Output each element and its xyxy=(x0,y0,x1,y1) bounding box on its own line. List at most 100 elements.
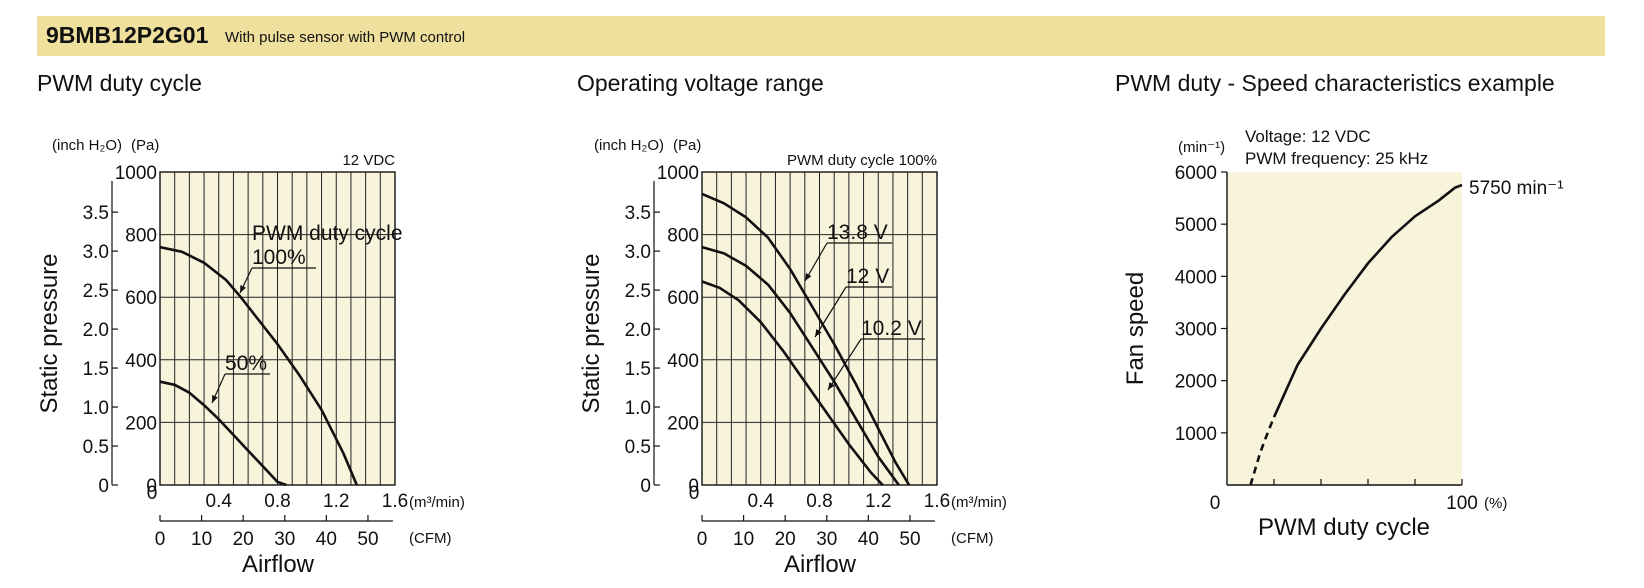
chart2-inch-tick-label: 3.0 xyxy=(625,242,651,263)
chart2-title: Operating voltage range xyxy=(577,70,824,96)
chart1-x-axis-title: Airflow xyxy=(242,551,315,578)
chart2-x-unit-secondary: (CFM) xyxy=(951,530,993,547)
chart1-x-tick-label: 1.2 xyxy=(323,491,349,512)
chart2-x-tick-label: 1.6 xyxy=(924,491,950,512)
chart3-y-unit: (min⁻¹) xyxy=(1178,139,1225,156)
chart2-inch-tick-label: 2.5 xyxy=(625,281,651,302)
chart1-y-tick-label: 800 xyxy=(125,226,157,247)
chart2-y-tick-label: 200 xyxy=(667,413,699,434)
chart2-x-zero-label: 0 xyxy=(689,483,700,504)
chart2-label2-arrowhead xyxy=(815,329,822,337)
chart3-y-tick-label: 6000 xyxy=(1175,163,1217,184)
chart2-cfm-tick-label: 50 xyxy=(899,529,920,550)
chart2-y-tick-label: 800 xyxy=(667,226,699,247)
chart2-condition-label: PWM duty cycle 100% xyxy=(787,152,937,169)
chart3-x-axis-title: PWM duty cycle xyxy=(1258,514,1430,541)
chart2-series-label-2: 12 V xyxy=(846,265,889,288)
chart1-inch-tick-label: 0.5 xyxy=(83,437,109,458)
chart1-cfm-tick-label: 50 xyxy=(357,529,378,550)
chart1-cfm-tick-label: 10 xyxy=(191,529,212,550)
chart1-x-tick-label: 1.6 xyxy=(382,491,408,512)
chart2-label3-leader xyxy=(827,338,862,391)
chart2-y-unit-secondary: (inch H₂O) xyxy=(594,137,664,154)
chart2-inch-tick-label: 2.0 xyxy=(625,320,651,341)
chart1-series-line-1 xyxy=(159,245,358,486)
chart1-x-tick-label: 0.4 xyxy=(206,491,233,512)
chart1-y-tick-label: 400 xyxy=(125,351,157,372)
chart1-y-axis-title: Static pressure xyxy=(36,253,63,413)
chart1-y-tick-label: 200 xyxy=(125,413,157,434)
chart3-y-tick-label: 3000 xyxy=(1175,320,1217,341)
chart1-condition-label: 12 VDC xyxy=(342,152,395,169)
chart3-x-unit: (%) xyxy=(1484,495,1507,512)
chart3-title: PWM duty - Speed characteristics example xyxy=(1115,70,1555,96)
chart2-inch-tick-label: 0.5 xyxy=(625,437,651,458)
chart2-series-line-1 xyxy=(701,192,911,486)
chart2-inch-tick-label: 0 xyxy=(640,476,651,497)
chart3-y-tick-label: 2000 xyxy=(1175,372,1217,393)
chart1-x-zero-label: 0 xyxy=(147,483,158,504)
chart2-label2-leader xyxy=(814,286,847,338)
chart3-voltage-note: Voltage: 12 VDC xyxy=(1245,127,1371,146)
header-banner: 9BMB12P2G01 With pulse sensor with PWM c… xyxy=(37,16,1605,56)
chart2-series-line-2 xyxy=(701,245,900,486)
chart3-y-axis-title: Fan speed xyxy=(1122,272,1149,385)
chart1-y-tick-label: 600 xyxy=(125,288,157,309)
chart2-x-tick-label: 1.2 xyxy=(865,491,891,512)
chart1-inch-tick-label: 3.5 xyxy=(83,203,109,224)
chart1-y-tick-label: 0 xyxy=(146,476,157,497)
chart3-y-tick-label: 5000 xyxy=(1175,215,1217,236)
chart3-x-tick-label: 0 xyxy=(1210,493,1221,514)
chart1-inch-tick-label: 1.5 xyxy=(83,359,109,380)
chart1-series-label-2: 50% xyxy=(225,352,267,375)
chart3-max-speed-annotation: 5750 min⁻¹ xyxy=(1469,178,1564,199)
chart2-label3-arrowhead xyxy=(828,382,835,390)
chart2-x-tick-label: 0.8 xyxy=(806,491,832,512)
chart2-cfm-tick-label: 20 xyxy=(775,529,796,550)
chart1-label2-arrowhead xyxy=(212,395,218,403)
chart3-plot-area xyxy=(1227,172,1462,485)
chart2-x-tick-label: 0.4 xyxy=(748,491,775,512)
chart2-cfm-tick-label: 0 xyxy=(697,529,708,550)
chart1-inch-tick-label: 3.0 xyxy=(83,242,109,263)
chart1-series-label-prefix: PWM duty cycle xyxy=(252,222,403,245)
chart1-cfm-tick-label: 20 xyxy=(233,529,254,550)
chart2-inch-tick-label: 1.0 xyxy=(625,398,651,419)
chart1-y-tick-label: 1000 xyxy=(115,163,157,184)
chart3-y-tick-label: 4000 xyxy=(1175,267,1217,288)
chart1-x-unit-primary: (m³/min) xyxy=(409,494,465,511)
chart1-inch-tick-label: 0 xyxy=(98,476,109,497)
model-description: With pulse sensor with PWM control xyxy=(225,29,466,46)
chart2-y-tick-label: 400 xyxy=(667,351,699,372)
chart2-inch-tick-label: 3.5 xyxy=(625,203,651,224)
chart3-frequency-note: PWM frequency: 25 kHz xyxy=(1245,149,1428,168)
chart1-series-line-2 xyxy=(159,380,287,487)
chart1-cfm-tick-label: 0 xyxy=(155,529,166,550)
chart2-y-tick-label: 1000 xyxy=(657,163,699,184)
chart2-y-axis-title: Static pressure xyxy=(578,253,605,413)
chart1-y-unit-secondary: (inch H₂O) xyxy=(52,137,122,154)
chart1-cfm-tick-label: 30 xyxy=(274,529,295,550)
chart1-inch-tick-label: 2.0 xyxy=(83,320,109,341)
chart3-series-line-1 xyxy=(1272,183,1463,418)
chart2-cfm-tick-label: 30 xyxy=(816,529,837,550)
chart2-inch-tick-label: 1.5 xyxy=(625,359,651,380)
chart2-series-label-3: 10.2 V xyxy=(861,317,922,340)
model-number: 9BMB12P2G01 xyxy=(46,22,209,48)
chart3-y-tick-label: 1000 xyxy=(1175,424,1217,445)
chart3-series-line-2 xyxy=(1249,416,1276,486)
chart1-x-unit-secondary: (CFM) xyxy=(409,530,451,547)
chart1-inch-tick-label: 1.0 xyxy=(83,398,109,419)
chart2-series-line-3 xyxy=(701,280,884,486)
chart1-label1-arrowhead xyxy=(240,285,246,293)
chart2-y-tick-label: 0 xyxy=(688,476,699,497)
chart2-cfm-tick-label: 40 xyxy=(858,529,879,550)
chart1-title: PWM duty cycle xyxy=(37,70,202,96)
chart1-x-tick-label: 0.8 xyxy=(264,491,290,512)
chart2-y-unit-primary: (Pa) xyxy=(673,137,701,154)
chart2-x-axis-title: Airflow xyxy=(784,551,857,578)
chart1-inch-tick-label: 2.5 xyxy=(83,281,109,302)
chart1-series-label-1: 100% xyxy=(252,246,306,269)
chart3-x-tick-label: 100 xyxy=(1446,493,1478,514)
